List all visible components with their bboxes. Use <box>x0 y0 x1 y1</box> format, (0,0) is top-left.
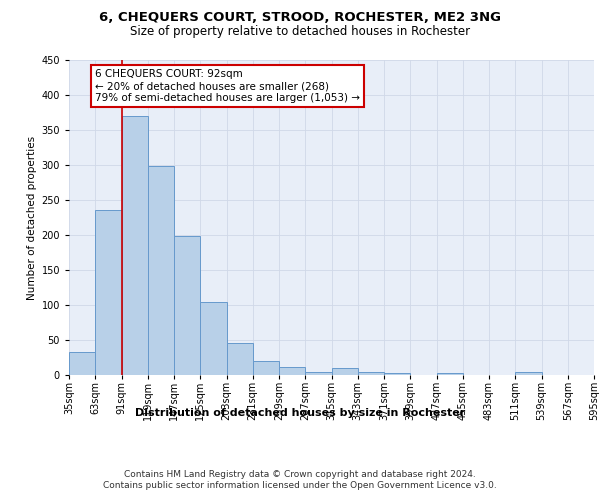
Bar <box>148 166 174 375</box>
Bar <box>69 352 95 375</box>
Text: 6, CHEQUERS COURT, STROOD, ROCHESTER, ME2 3NG: 6, CHEQUERS COURT, STROOD, ROCHESTER, ME… <box>99 11 501 24</box>
Bar <box>174 236 200 375</box>
Bar <box>121 116 148 375</box>
Bar <box>95 210 121 375</box>
Text: Distribution of detached houses by size in Rochester: Distribution of detached houses by size … <box>135 408 465 418</box>
Bar <box>384 373 410 375</box>
Bar <box>279 366 305 375</box>
Bar <box>515 372 542 375</box>
Bar <box>437 373 463 375</box>
Text: 6 CHEQUERS COURT: 92sqm
← 20% of detached houses are smaller (268)
79% of semi-d: 6 CHEQUERS COURT: 92sqm ← 20% of detache… <box>95 70 360 102</box>
Text: Size of property relative to detached houses in Rochester: Size of property relative to detached ho… <box>130 25 470 38</box>
Bar <box>331 368 358 375</box>
Bar <box>305 372 331 375</box>
Text: Contains HM Land Registry data © Crown copyright and database right 2024.: Contains HM Land Registry data © Crown c… <box>124 470 476 479</box>
Bar <box>253 361 279 375</box>
Bar <box>200 302 227 375</box>
Y-axis label: Number of detached properties: Number of detached properties <box>27 136 37 300</box>
Bar <box>358 372 384 375</box>
Text: Contains public sector information licensed under the Open Government Licence v3: Contains public sector information licen… <box>103 481 497 490</box>
Bar <box>227 343 253 375</box>
